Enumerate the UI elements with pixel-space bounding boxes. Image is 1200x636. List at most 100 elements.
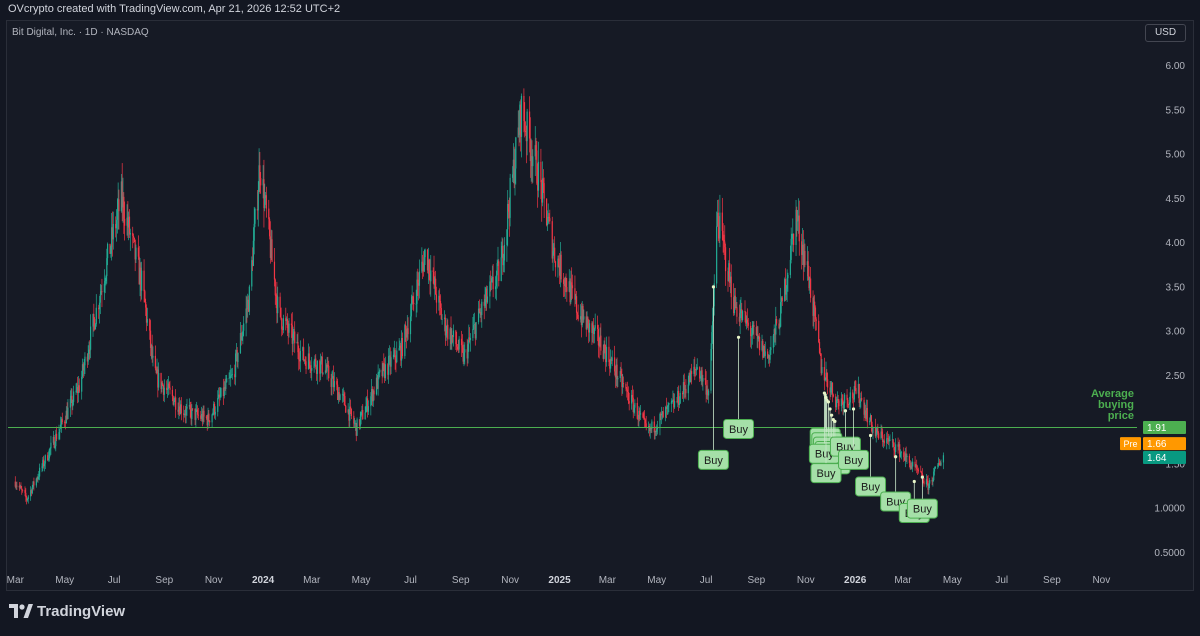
candle-body (251, 260, 253, 287)
candle-body (411, 296, 413, 305)
symbol-info[interactable]: Bit Digital, Inc. · 1D · NASDAQ (12, 27, 149, 38)
price-badge (1143, 421, 1186, 435)
candle-body (579, 316, 582, 320)
candle-body (177, 409, 179, 412)
candle-body (152, 355, 154, 358)
candle-body (622, 383, 625, 384)
candle-body (844, 394, 846, 404)
candle-body (520, 104, 522, 137)
candle-body (801, 241, 803, 255)
candle-body (734, 295, 736, 308)
tradingview-logo-icon[interactable] (9, 603, 33, 619)
buy-label-text: Buy (815, 449, 834, 461)
candle-body (928, 483, 930, 490)
candle-body (597, 329, 600, 346)
buy-label-text: Buy (704, 455, 723, 467)
candle-body (235, 350, 237, 354)
candle-body (239, 333, 242, 353)
candle-body (818, 342, 821, 353)
brand-name[interactable]: TradingView (37, 603, 126, 620)
candle-body (614, 357, 616, 372)
candle-body (349, 406, 351, 421)
candle-body (793, 233, 795, 245)
candle-body (379, 369, 381, 373)
candle-body (819, 352, 821, 354)
candle-body (296, 341, 298, 344)
candle-body (190, 409, 192, 419)
footer-bar (0, 591, 1200, 636)
candle-body (915, 464, 917, 467)
candle-body (810, 278, 812, 298)
candle-body (179, 406, 181, 415)
candle-body (750, 325, 752, 337)
candle-body (654, 430, 656, 433)
candle-body (875, 432, 877, 437)
candle-body (26, 497, 28, 501)
candle-body (908, 455, 911, 463)
candle-body (185, 408, 187, 416)
candle-body (627, 392, 629, 402)
candle-body (490, 281, 492, 283)
candle-body (639, 413, 642, 415)
candle-body (701, 370, 703, 382)
candle-body (729, 263, 731, 283)
candle-body (846, 394, 848, 400)
candle-body (460, 338, 463, 346)
candle-body (524, 130, 527, 132)
candle-body (189, 405, 191, 410)
price-badge (1143, 437, 1186, 451)
candle-body (866, 407, 868, 423)
candle-body (229, 377, 231, 379)
candle-body (937, 462, 940, 466)
candle-body (387, 364, 389, 375)
header-bar: OVcrypto created with TradingView.com, A… (0, 0, 1200, 20)
candle-body (338, 392, 340, 401)
candle-body (548, 216, 550, 219)
candle-body (738, 316, 740, 322)
price-badge (1143, 450, 1186, 464)
candle-body (512, 159, 514, 175)
candle-body (849, 392, 851, 403)
y-tick-label: 6.00 (1166, 61, 1186, 72)
candle-body (26, 499, 29, 501)
candle-body (552, 251, 554, 259)
candle-body (361, 410, 363, 413)
candle-body (588, 323, 591, 333)
candle-body (812, 297, 814, 316)
candle-body (124, 218, 126, 226)
candle-body (231, 374, 233, 376)
buy-entry-dot (843, 409, 848, 413)
candle-body (592, 325, 595, 335)
candle-body (449, 328, 451, 340)
candle-body (330, 378, 332, 387)
candle-body (500, 257, 502, 281)
candle-body (208, 413, 210, 421)
candle-body (417, 279, 419, 283)
candle-body (192, 408, 194, 410)
candle-body (622, 383, 624, 388)
chart-panel[interactable] (6, 20, 1194, 591)
candle-body (303, 347, 305, 361)
candle-body (149, 330, 152, 348)
candle-body (285, 318, 287, 322)
candle-body (829, 387, 831, 393)
candle-body (401, 337, 403, 361)
candle-body (564, 277, 566, 286)
candle-body (808, 276, 810, 289)
candle-body (651, 421, 653, 430)
candle-body (594, 325, 596, 329)
candle-body (115, 219, 118, 229)
candle-body (66, 410, 68, 419)
candle-body (258, 165, 260, 192)
candle-body (877, 428, 879, 434)
candle-body (307, 353, 310, 370)
candle-body (747, 322, 749, 326)
candle-body (370, 396, 372, 407)
candle-body (342, 394, 344, 396)
currency-button[interactable]: USD (1145, 24, 1186, 42)
candle-body (923, 481, 925, 485)
price-badge-value: 1.66 (1147, 439, 1167, 450)
candle-body (270, 239, 272, 258)
candle-body (55, 433, 58, 440)
